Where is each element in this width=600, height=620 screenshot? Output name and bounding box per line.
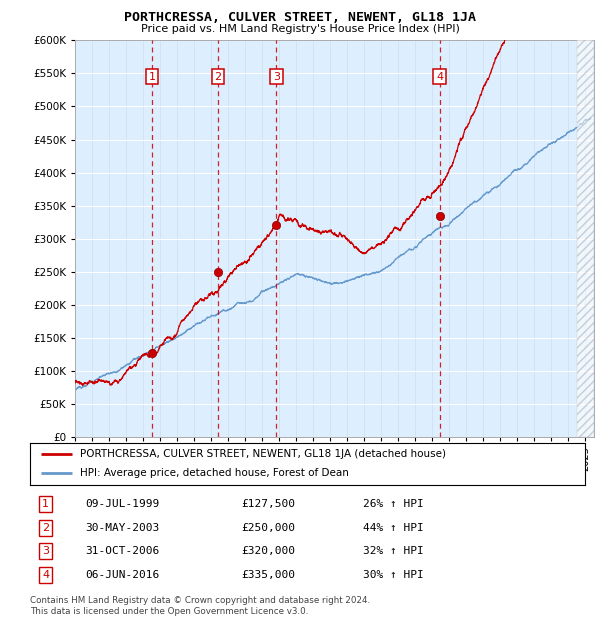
Text: £335,000: £335,000 xyxy=(241,570,295,580)
Text: 2: 2 xyxy=(215,72,221,82)
Text: 30% ↑ HPI: 30% ↑ HPI xyxy=(363,570,424,580)
Text: 09-JUL-1999: 09-JUL-1999 xyxy=(86,499,160,509)
Text: PORTHCRESSA, CULVER STREET, NEWENT, GL18 1JA: PORTHCRESSA, CULVER STREET, NEWENT, GL18… xyxy=(124,11,476,24)
Text: £127,500: £127,500 xyxy=(241,499,295,509)
Text: 44% ↑ HPI: 44% ↑ HPI xyxy=(363,523,424,533)
Text: 31-OCT-2006: 31-OCT-2006 xyxy=(86,546,160,556)
Text: Price paid vs. HM Land Registry's House Price Index (HPI): Price paid vs. HM Land Registry's House … xyxy=(140,24,460,33)
Text: 4: 4 xyxy=(42,570,49,580)
Text: £250,000: £250,000 xyxy=(241,523,295,533)
Text: 26% ↑ HPI: 26% ↑ HPI xyxy=(363,499,424,509)
Text: 2: 2 xyxy=(42,523,49,533)
Text: 32% ↑ HPI: 32% ↑ HPI xyxy=(363,546,424,556)
Text: 30-MAY-2003: 30-MAY-2003 xyxy=(86,523,160,533)
Text: 1: 1 xyxy=(42,499,49,509)
Text: 4: 4 xyxy=(436,72,443,82)
Text: Contains HM Land Registry data © Crown copyright and database right 2024.
This d: Contains HM Land Registry data © Crown c… xyxy=(30,596,370,616)
Text: 3: 3 xyxy=(273,72,280,82)
Text: 3: 3 xyxy=(42,546,49,556)
Text: HPI: Average price, detached house, Forest of Dean: HPI: Average price, detached house, Fore… xyxy=(80,469,349,479)
Text: PORTHCRESSA, CULVER STREET, NEWENT, GL18 1JA (detached house): PORTHCRESSA, CULVER STREET, NEWENT, GL18… xyxy=(80,449,446,459)
Text: 06-JUN-2016: 06-JUN-2016 xyxy=(86,570,160,580)
Text: 1: 1 xyxy=(149,72,155,82)
Text: £320,000: £320,000 xyxy=(241,546,295,556)
